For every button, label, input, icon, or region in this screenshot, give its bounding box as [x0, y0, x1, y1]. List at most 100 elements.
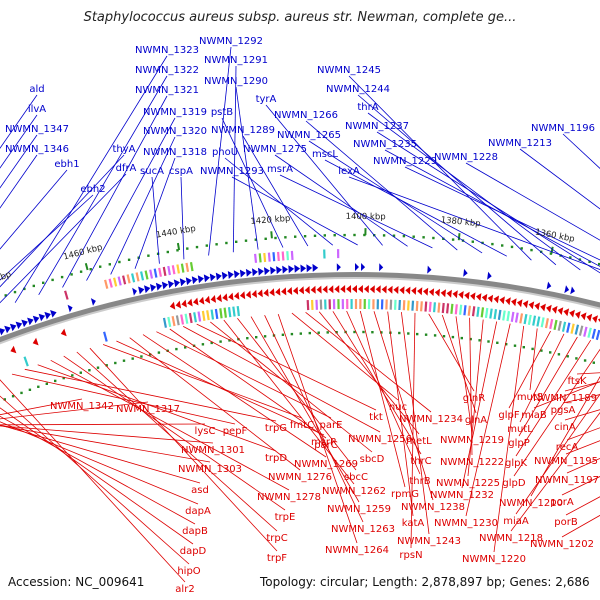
forward-cog-block	[290, 250, 294, 260]
reverse-leader-line	[116, 340, 325, 436]
reverse-cog-block	[463, 305, 467, 316]
reverse-cog-block	[446, 303, 450, 314]
inner-tick-dot	[478, 339, 481, 342]
outer-tick-dot	[186, 247, 189, 250]
inner-tick-dot	[371, 331, 374, 334]
inner-tick-dot	[398, 331, 401, 335]
reverse-gene-label: glpP	[508, 438, 530, 449]
reverse-gene-label: metL	[406, 436, 432, 447]
reverse-leader-line	[515, 393, 600, 515]
outer-tick-dot	[491, 242, 494, 246]
forward-gene-label: msrA	[267, 164, 293, 175]
reverse-gene-label: miaB	[521, 410, 547, 421]
inner-tick-dot	[299, 332, 302, 335]
reverse-gene-arrow	[528, 301, 535, 310]
inner-tick-dot	[3, 398, 6, 401]
outer-tick-dot	[569, 256, 572, 259]
forward-gene-label: NWMN_1237	[345, 121, 409, 132]
reverse-gene-arrow	[239, 291, 246, 300]
reverse-gene-label: glnR	[463, 393, 485, 404]
reverse-gene-label: thrC	[410, 456, 431, 467]
reverse-cog-block	[188, 312, 193, 324]
reverse-gene-arrow	[316, 285, 322, 294]
outer-tick-dot	[79, 270, 83, 273]
forward-gene-arrow	[252, 268, 258, 277]
reverse-leader-line	[196, 323, 377, 411]
reverse-gene-label: NWMN_1256	[348, 434, 412, 445]
reverse-gene-arrow	[517, 299, 523, 308]
outer-tick-dot	[333, 234, 336, 237]
inner-tick-dot	[246, 337, 249, 340]
reverse-gene-label: NWMN_1189	[533, 393, 597, 404]
forward-cog-block	[135, 272, 140, 282]
reverse-cog-block	[402, 300, 406, 311]
forward-leader-line	[305, 120, 458, 251]
forward-gene-arrow	[4, 325, 11, 334]
reverse-cog-block	[497, 309, 502, 320]
reverse-gene-arrow	[423, 287, 429, 296]
reverse-gene-arrow	[446, 289, 452, 298]
outer-tick-dot	[13, 290, 17, 294]
reverse-cog-block	[424, 301, 428, 312]
reverse-gene-arrow	[363, 285, 369, 294]
outer-tick-dot	[176, 249, 179, 252]
reverse-gene-arrow	[381, 285, 387, 294]
forward-gene-arrow	[361, 263, 366, 271]
reverse-cog-block	[206, 310, 210, 321]
reverse-gene-arrow	[204, 295, 211, 304]
forward-leader-line	[0, 154, 125, 288]
reverse-leader-line	[0, 423, 206, 426]
reverse-gene-arrow	[428, 288, 435, 297]
inner-tick-dot	[88, 369, 91, 372]
reverse-leader-line	[513, 348, 600, 477]
reverse-gene-arrow	[358, 285, 363, 293]
reverse-cog-block	[420, 301, 423, 312]
reverse-leader-line	[533, 381, 600, 409]
outer-tick-dot	[402, 234, 406, 238]
reverse-gene-label: porA	[550, 497, 574, 508]
forward-gene-label: NWMN_1322	[135, 65, 199, 76]
forward-gene-label: NWMN_1318	[143, 147, 207, 158]
reverse-gene-arrow	[251, 289, 257, 298]
reverse-leader-line	[0, 424, 201, 484]
reverse-cog-block	[236, 305, 240, 317]
forward-gene-label: NWMN_1235	[353, 139, 417, 150]
reverse-cog-block	[306, 300, 310, 311]
forward-cog-block	[64, 290, 69, 300]
forward-gene-label: NWMN_1323	[135, 45, 199, 56]
accession-text: Accession: NC_009641	[8, 575, 145, 589]
reverse-gene-arrow	[287, 287, 293, 295]
reverse-leader-line	[373, 311, 434, 501]
reverse-gene-label: NWMN_1342	[50, 401, 114, 412]
forward-cog-block	[131, 273, 136, 283]
outer-tick-dot	[51, 278, 54, 282]
reverse-gene-arrow	[580, 312, 587, 321]
forward-gene-arrow	[570, 286, 575, 295]
forward-leader-line	[367, 112, 581, 271]
reverse-cog-block	[433, 302, 436, 313]
reverse-cog-block	[553, 319, 558, 331]
forward-gene-arrow	[564, 285, 570, 294]
reverse-cog-block	[484, 307, 489, 319]
outer-tick-dot	[481, 241, 484, 245]
reverse-cog-block	[544, 318, 549, 329]
reverse-gene-label: NWMN_1317	[116, 404, 180, 415]
reverse-cog-block	[411, 300, 415, 311]
forward-gene-arrow	[32, 315, 40, 324]
forward-leader-line	[232, 65, 237, 253]
reverse-gene-arrow	[304, 286, 310, 294]
reverse-cog-block	[510, 311, 515, 322]
forward-leader-line	[208, 46, 232, 256]
inner-tick-dot	[228, 339, 231, 342]
reverse-gene-label: asd	[191, 485, 209, 496]
reverse-cog-block	[471, 306, 476, 317]
reverse-gene-arrow	[298, 286, 304, 295]
reverse-cog-block	[180, 314, 185, 325]
reverse-leader-line	[461, 321, 498, 489]
forward-gene-arrow	[203, 274, 210, 283]
reverse-gene-label: mutS	[517, 392, 543, 403]
reverse-gene-arrow	[481, 293, 488, 302]
reverse-leader-line	[0, 415, 196, 525]
forward-gene-arrow	[197, 275, 204, 284]
